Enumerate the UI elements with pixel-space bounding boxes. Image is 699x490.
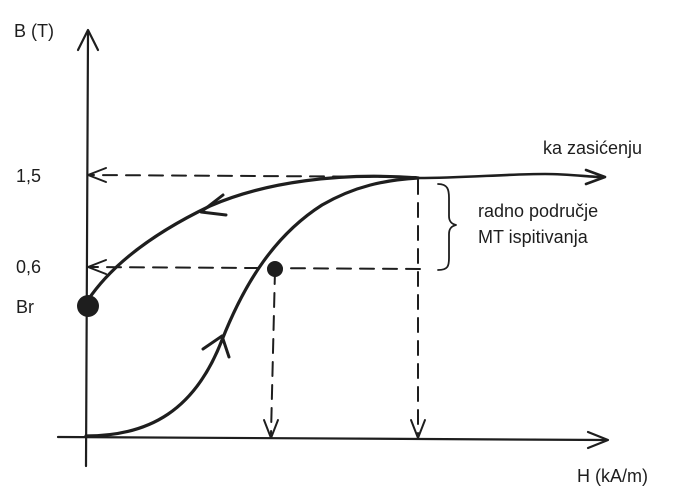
dashed-line-0-6	[89, 266, 421, 270]
working-region-brace	[437, 183, 457, 271]
h-axis-arrowhead	[586, 430, 610, 450]
b-axis	[84, 30, 90, 468]
tick-label-0-6: 0,6	[16, 257, 41, 277]
dashed-line-1-5	[89, 174, 417, 178]
b-axis-label: B (T)	[14, 21, 54, 41]
dashed-drop-saturation-arrowhead	[410, 419, 426, 439]
saturation-line	[416, 172, 604, 180]
left-arrow-marker	[199, 193, 228, 217]
remanence-point-marker	[77, 295, 99, 317]
initial-magnetization-curve	[84, 176, 420, 438]
saturation-arrowhead	[584, 168, 607, 186]
saturation-label: ka zasićenju	[543, 138, 642, 158]
h-axis-label: H (kA/m)	[577, 466, 648, 486]
dashed-arrowhead-1-5	[87, 167, 107, 183]
dashed-drop-working-point	[270, 269, 276, 435]
working-point-marker	[267, 261, 283, 277]
dashed-arrowhead-0-6	[87, 259, 107, 275]
remanence-label: Br	[16, 297, 34, 317]
region-label-line-2: MT ispitivanja	[478, 227, 589, 247]
tick-label-1-5: 1,5	[16, 166, 41, 186]
up-arrow-marker	[201, 334, 231, 359]
region-label-line-1: radno područje	[478, 201, 598, 221]
b-axis-arrowhead	[76, 28, 100, 52]
demagnetization-curve	[86, 174, 420, 302]
h-axis	[56, 435, 608, 442]
dashed-drop-working-point-arrowhead	[263, 419, 279, 439]
